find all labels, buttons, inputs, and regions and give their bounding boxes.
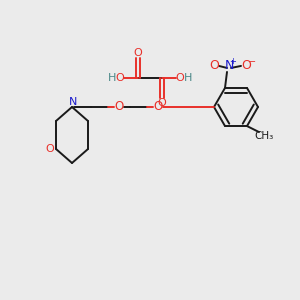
Text: CH₃: CH₃ [254, 131, 274, 141]
Text: O: O [241, 59, 251, 72]
Text: O: O [158, 98, 166, 108]
Text: +: + [230, 57, 236, 66]
Text: O: O [134, 48, 142, 58]
Text: −: − [248, 57, 256, 67]
Text: N: N [224, 59, 234, 72]
Text: H: H [184, 73, 192, 83]
Text: O: O [116, 73, 124, 83]
Text: O: O [176, 73, 184, 83]
Text: N: N [69, 97, 77, 107]
Text: O: O [46, 144, 54, 154]
Text: O: O [209, 59, 219, 72]
Text: H: H [108, 73, 116, 83]
Text: O: O [153, 100, 163, 113]
Text: O: O [114, 100, 124, 113]
